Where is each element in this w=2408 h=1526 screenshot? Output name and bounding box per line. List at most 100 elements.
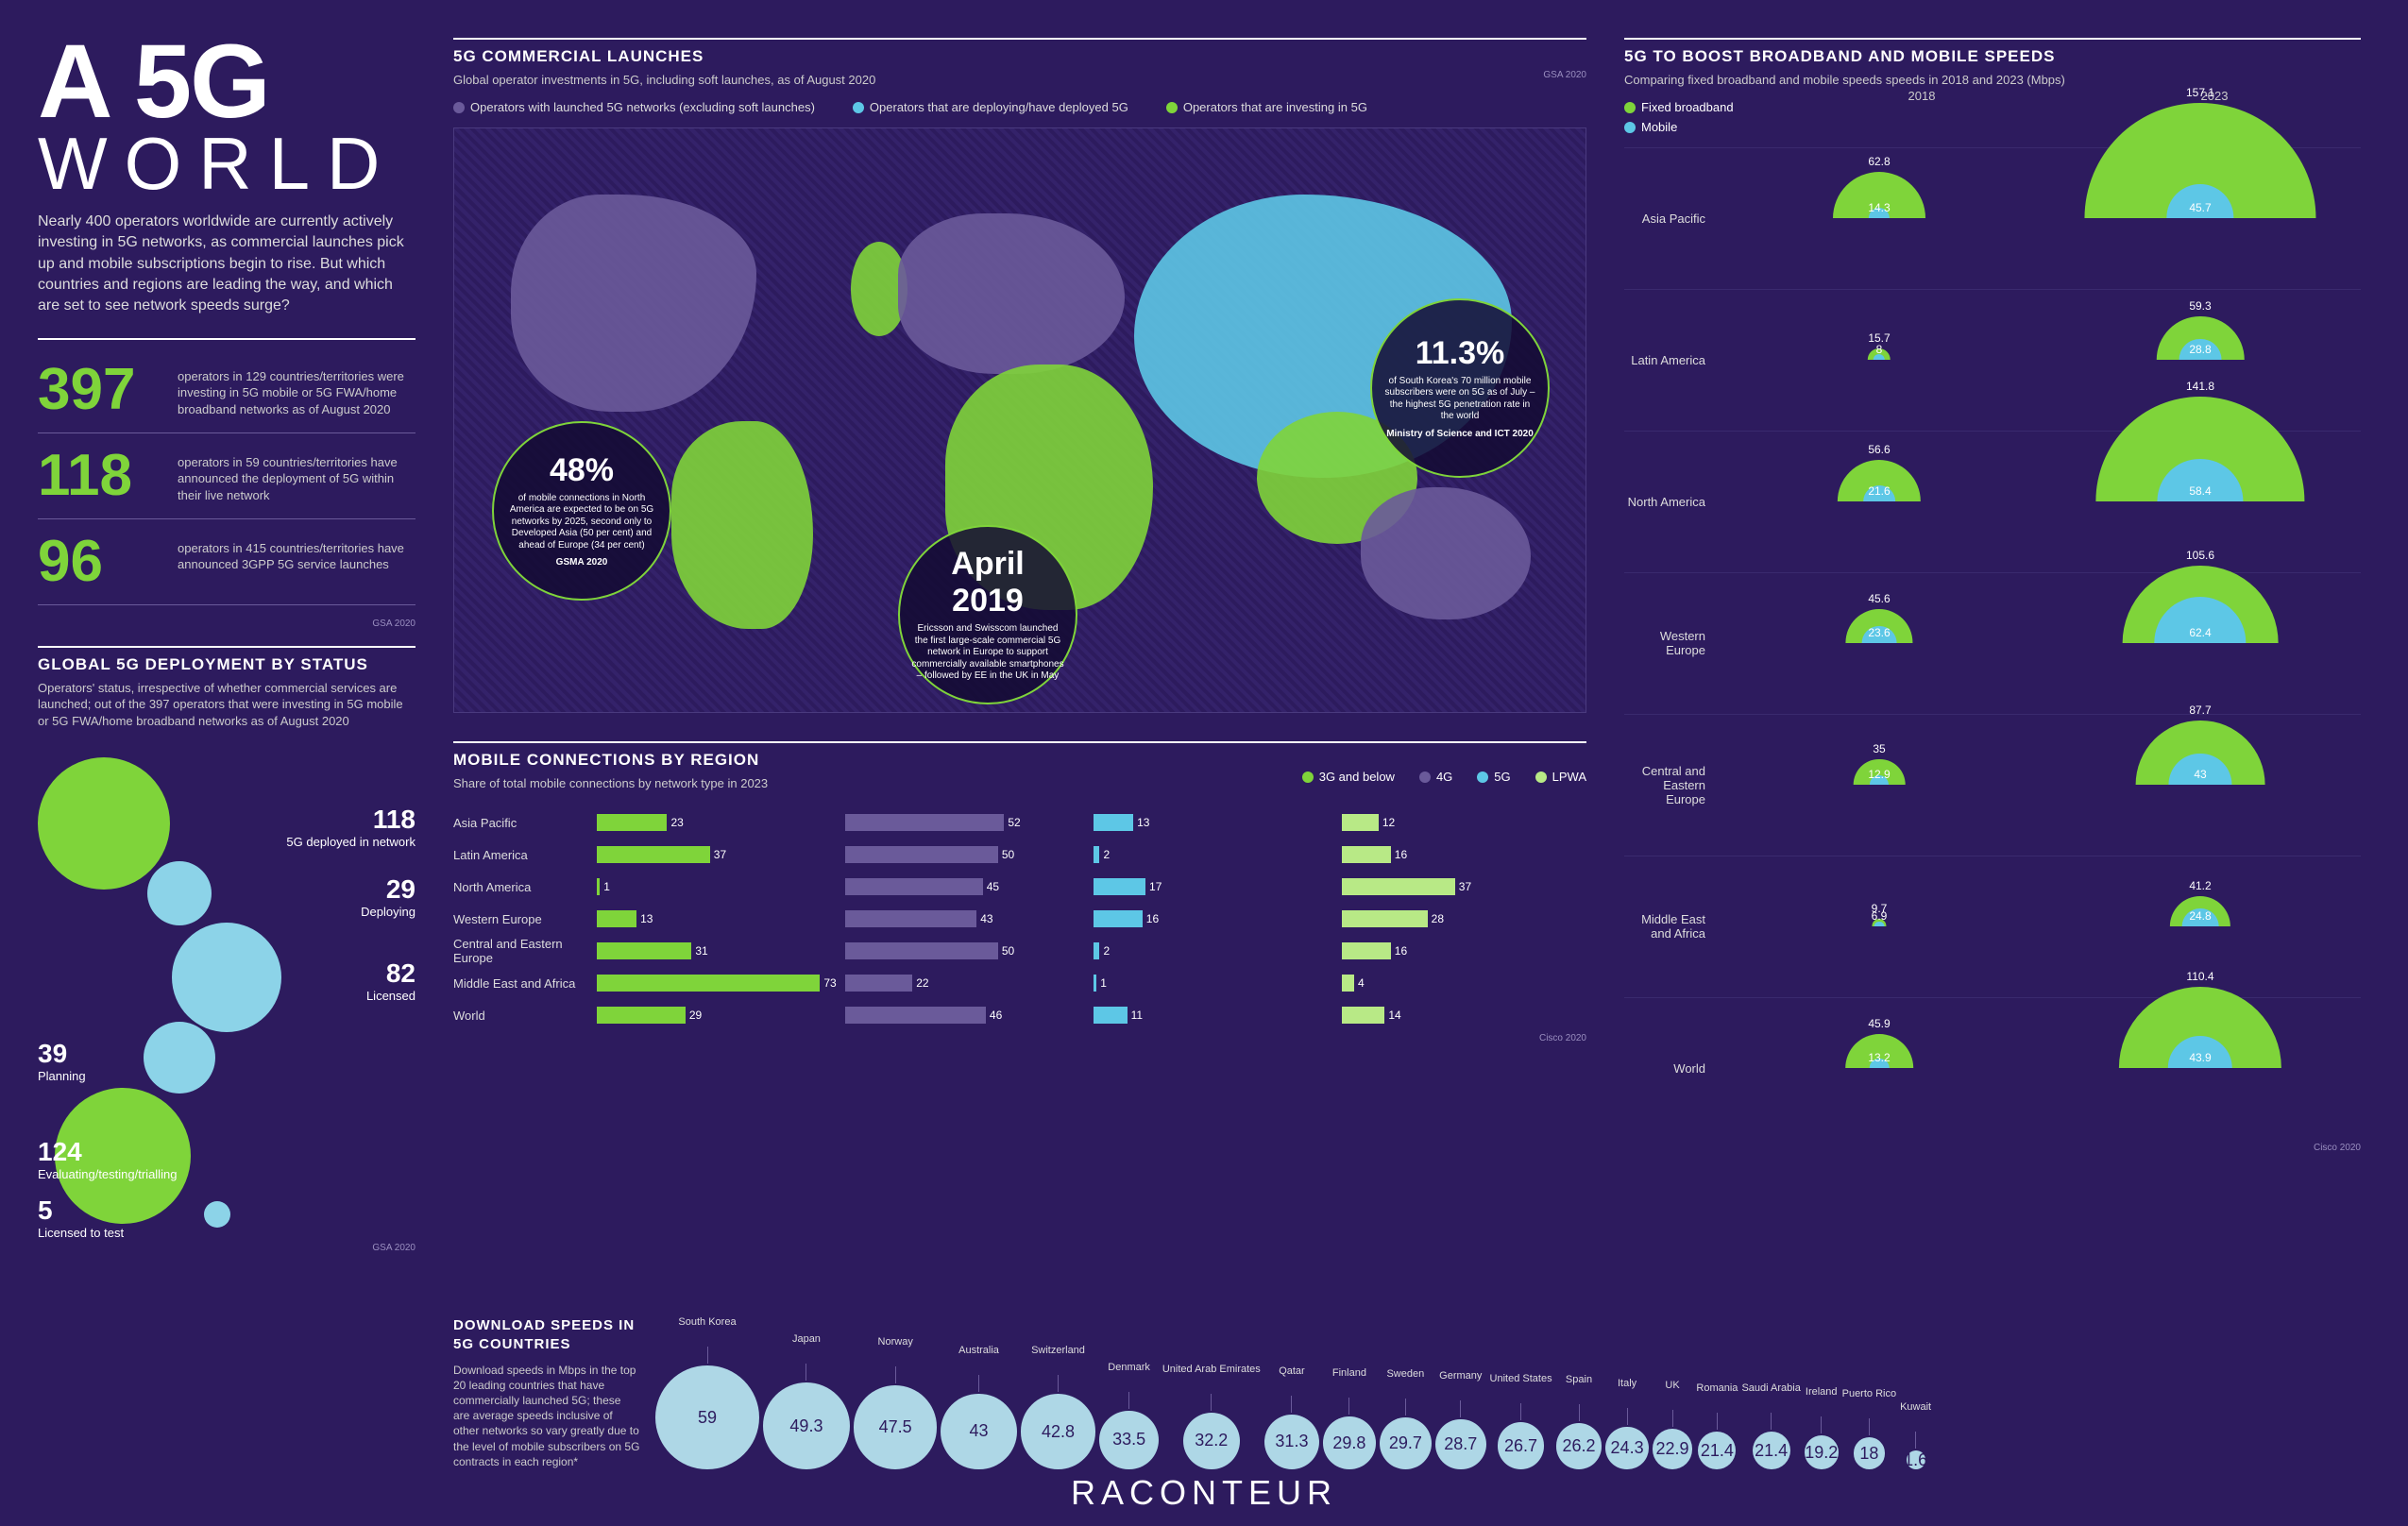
ds-bubble: 18 [1854,1437,1886,1469]
mc-bar [597,942,691,959]
map-callout: 48%of mobile connections in North Americ… [492,421,671,601]
ds-country: UK [1665,1380,1679,1406]
stat-text: operators in 129 countries/territories w… [178,361,415,418]
callout-big: 11.3% [1416,335,1505,372]
spd-region: Middle East and Africa [1624,912,1719,941]
mc-bar [597,878,600,895]
mc-bar [1342,975,1354,992]
year-2018: 2018 [1775,89,2068,103]
world-map: 48%of mobile connections in North Americ… [453,127,1586,713]
ds-item: Italy24.3 [1605,1378,1648,1469]
mc-bar [1094,846,1099,863]
title-line2: WORLD [38,132,415,195]
map-legend-item: Operators that are investing in 5G [1166,100,1367,114]
spd-title: 5G TO BOOST BROADBAND AND MOBILE SPEEDS [1624,38,2361,66]
mc-value: 52 [1008,816,1020,829]
landmass [511,195,756,412]
mc-row: North America1451737 [453,873,1586,901]
spd-value-m: 6.9 [1872,909,1888,923]
mc-value: 46 [990,1009,1002,1022]
spd-value-fb: 59.3 [2189,299,2211,313]
spd-legend: Fixed broadband Mobile [1624,100,1775,134]
callout-text: of mobile connections in North America a… [505,493,658,552]
spd-legend-item: Fixed broadband [1624,100,1775,114]
ds-country: Finland [1332,1367,1366,1394]
ds-bubble: 19.2 [1805,1435,1839,1469]
mc-value: 2 [1103,848,1110,861]
spd-source: Cisco 2020 [1624,1143,2361,1153]
spd-value-fb: 157.1 [2186,86,2214,99]
mc-legend-item: 3G and below [1302,770,1395,784]
mc-value: 14 [1388,1009,1400,1022]
divider [38,338,415,340]
ds-item: Spain26.2 [1556,1374,1603,1469]
mc-row: World 29 46 11 14 [453,1001,1586,1029]
mc-value: 31 [695,944,707,958]
ds-country: Australia [958,1345,999,1371]
mc-row: Asia Pacific23521312 [453,808,1586,837]
mc-value: 50 [1002,848,1014,861]
mc-bar [597,1007,686,1024]
spd-value-fb: 41.2 [2189,879,2211,892]
ds-bubble: 26.7 [1498,1422,1545,1469]
deploy-label: 82Licensed [255,958,415,1003]
mc-region-label: Asia Pacific [453,816,585,830]
spd-value-fb: 45.9 [1868,1017,1890,1030]
mc-region-label: Western Europe [453,912,585,926]
stat-row: 96operators in 415 countries/territories… [38,533,415,591]
spd-value-m: 43 [2194,768,2206,781]
mc-bar [845,910,976,927]
mc-row: Middle East and Africa732214 [453,969,1586,997]
ds-country: Switzerland [1031,1345,1085,1371]
spd-legend-item: Mobile [1624,120,1775,134]
mc-region-label: World [453,1009,585,1023]
ds-bubble: 29.7 [1380,1417,1432,1469]
ds-item: Finland29.8 [1323,1367,1376,1469]
ds-country: Spain [1566,1374,1592,1400]
spd-value-m: 21.6 [1868,484,1890,498]
mc-value: 11 [1131,1009,1143,1022]
mc-row: Western Europe13431628 [453,905,1586,933]
mc-value: 2 [1103,944,1110,958]
spd-value-m: 8 [1876,343,1883,356]
map-legend-item: Operators with launched 5G networks (exc… [453,100,815,114]
stat-text: operators in 415 countries/territories h… [178,533,415,573]
ds-item: Saudi Arabia21.4 [1741,1382,1800,1469]
mc-legend: 3G and below4G5GLPWA [1302,770,1586,784]
stat-row: 397operators in 129 countries/territorie… [38,361,415,419]
map-legend: Operators with launched 5G networks (exc… [453,100,1586,114]
ds-bubble: 47.5 [854,1385,938,1469]
spd-sub: Comparing fixed broadband and mobile spe… [1624,72,2361,89]
ds-item: Romania21.4 [1696,1382,1738,1469]
mc-legend-item: 5G [1477,770,1510,784]
mc-value: 22 [916,976,928,990]
deploy-source: GSA 2020 [38,1243,415,1253]
spd-row: Central and Eastern Europe 35 12.9 87.7 … [1624,714,2361,856]
mc-region-label: Central and Eastern Europe [453,937,585,965]
ds-item: Germany28.7 [1435,1370,1486,1470]
ds-item: Ireland19.2 [1805,1386,1839,1469]
ds-title: DOWNLOAD SPEEDS IN 5G COUNTRIES [453,1316,640,1355]
spd-region: Asia Pacific [1624,212,1719,226]
ds-bubble: 59 [655,1365,759,1469]
spd-value-m: 62.4 [2189,626,2211,639]
ds-country: Germany [1439,1370,1482,1397]
ds-bubble: 1.6 [1907,1450,1925,1469]
spd-region: World [1624,1061,1719,1076]
deploy-label: 5Licensed to test [38,1195,198,1240]
deploy-sub: Operators' status, irrespective of wheth… [38,680,415,730]
footer-brand: RACONTEUR [0,1473,2408,1513]
deploy-bubble [147,861,212,925]
mc-value: 28 [1432,912,1444,925]
ds-item: Japan49.3 [763,1333,850,1469]
ds-bubble: 22.9 [1653,1429,1693,1469]
mc-bar [597,814,667,831]
ds-country: Sweden [1386,1368,1424,1395]
spd-value-fb: 35 [1873,742,1885,755]
mc-value: 29 [689,1009,702,1022]
mc-legend-item: LPWA [1535,770,1586,784]
mc-chart: Asia Pacific23521312Latin America3750216… [453,808,1586,1029]
mc-bar [1342,878,1455,895]
mc-value: 73 [823,976,836,990]
ds-bubble: 33.5 [1099,1411,1158,1469]
